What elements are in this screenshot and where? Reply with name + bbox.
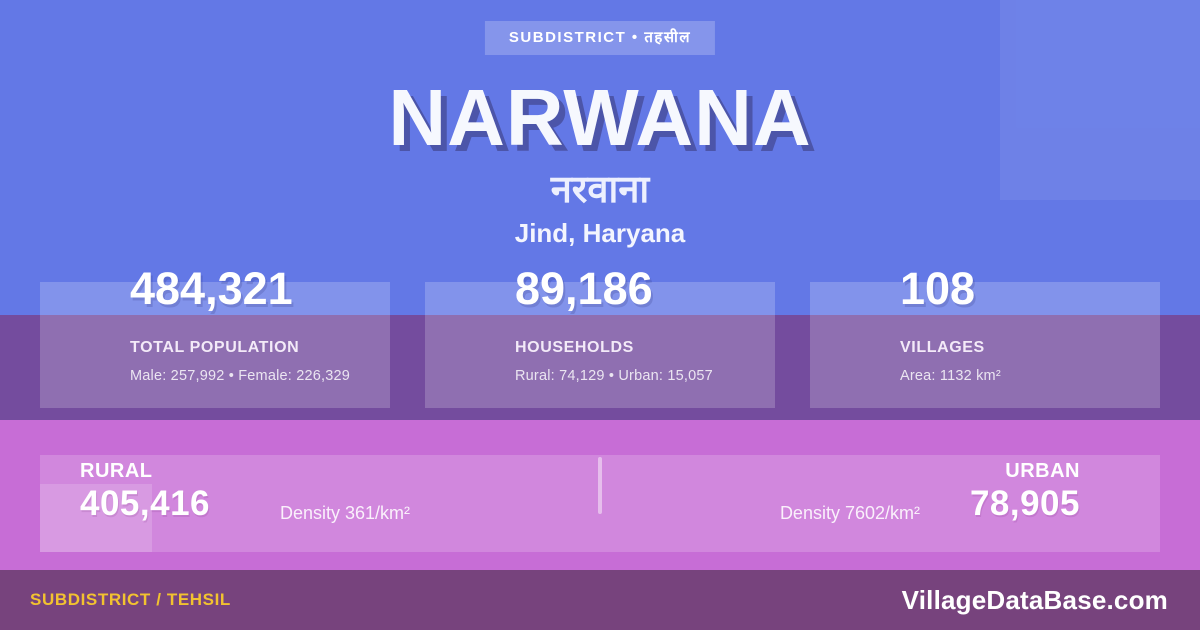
total-population-value: 484,321 [130,263,293,314]
stat-card-population-bg [40,282,390,408]
villages-detail: Area: 1132 km² [900,367,1001,384]
pink-band [0,420,1200,570]
urban-stat-block: URBAN 78,905 [970,460,1080,524]
rural-density: Density 361/km² [280,503,411,523]
stat-households: 89,186 HOUSEHOLDS Rural: 74,129 • Urban:… [425,263,775,384]
households-detail: Rural: 74,129 • Urban: 15,057 [515,367,713,384]
urban-value: 78,905 [969,484,1080,523]
decorative-light-block [1000,0,1200,200]
page-title-hindi: नरवाना [550,169,650,211]
stat-card-villages-bg [810,282,1160,408]
location-subtitle: Jind, Haryana [514,218,686,248]
total-population-label: TOTAL POPULATION [130,338,300,356]
villages-value: 108 [900,263,976,314]
rural-urban-band-card [40,455,1160,552]
rural-urban-divider [598,457,602,514]
urban-label: URBAN [1005,460,1080,482]
rural-urban-band-highlight [40,484,152,552]
rural-label: RURAL [80,460,153,482]
villages-label: VILLAGES [900,338,985,356]
footer-category-label: SUBDISTRICT / TEHSIL [30,590,231,609]
subdistrict-badge: SUBDISTRICT • तहसील [484,21,716,55]
stat-total-population: 484,321 TOTAL POPULATION Male: 257,992 •… [40,263,390,384]
households-label: HOUSEHOLDS [515,338,634,356]
stat-villages: 108 VILLAGES Area: 1132 km² [810,263,1160,384]
total-population-detail: Male: 257,992 • Female: 226,329 [130,367,351,384]
rural-stat-block: RURAL 405,416 [80,460,210,524]
page-title: NARWANA [388,73,812,162]
households-value: 89,186 [515,263,653,314]
footer-bar [0,570,1200,630]
stat-card-households-bg [425,282,775,408]
purple-band [0,315,1200,420]
urban-density: Density 7602/km² [779,503,920,523]
rural-value: 405,416 [80,484,211,523]
brand-link[interactable]: VillageDataBase.com [901,585,1168,615]
